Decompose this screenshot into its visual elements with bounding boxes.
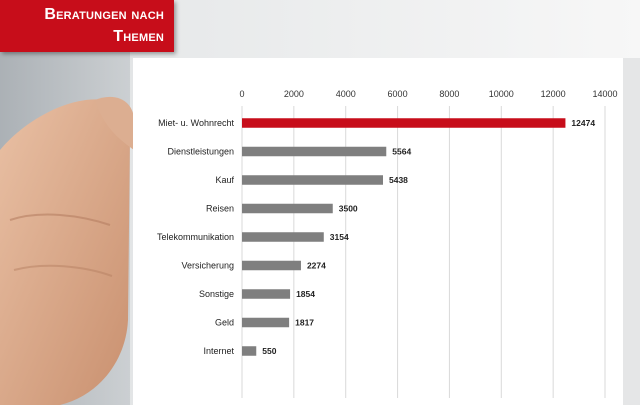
category-label: Miet- u. Wohnrecht [158,118,234,128]
x-tick-label: 14000 [592,89,617,99]
title-banner: Beratungen nach Themen [0,0,174,52]
value-label: 550 [262,346,276,356]
category-label: Dienstleistungen [167,147,234,157]
value-label: 5438 [389,175,408,185]
bar [242,232,324,242]
bars [242,118,566,356]
thumb-shape [95,96,134,150]
bar [242,175,383,185]
category-label: Kauf [215,175,234,185]
category-labels: Miet- u. Wohnrecht Dienstleistungen Kauf Re… [157,118,235,356]
bar [242,260,301,271]
x-tick-label: 6000 [388,89,408,99]
bar [242,118,566,128]
value-label: 1817 [295,318,314,328]
title-line-1: Beratungen nach [44,6,164,23]
value-labels: 12474 5564 5438 3500 3154 2274 1854 1817 550 [262,118,595,356]
x-tick-label: 2000 [284,89,304,99]
x-tick-label: 8000 [439,89,459,99]
category-label: Geld [215,318,234,328]
value-label: 2274 [307,261,326,271]
category-label: Telekommunikation [157,232,234,242]
bar [242,146,387,157]
category-label: Sonstige [199,289,234,299]
value-label: 12474 [571,118,595,128]
x-tick-label: 12000 [541,89,566,99]
hand-shape [0,99,131,405]
x-tick-label: 10000 [489,89,514,99]
category-label: Internet [203,346,234,356]
category-label: Versicherung [181,261,234,271]
value-label: 3154 [330,232,349,242]
bar [242,203,333,214]
title-line-2: Themen [113,28,164,45]
x-tick-label: 0 [239,89,244,99]
bar [242,317,290,328]
value-label: 1854 [296,289,315,299]
category-label: Reisen [206,204,234,214]
value-label: 5564 [392,147,411,157]
bar [242,346,257,356]
value-label: 3500 [339,204,358,214]
chart-panel: 0 2000 4000 6000 8000 10000 12000 14000 Miet- u… [133,58,623,405]
bar-chart: 0 2000 4000 6000 8000 10000 12000 14000 Miet- u… [157,89,618,398]
x-axis-ticks: 0 2000 4000 6000 8000 10000 12000 14000 [239,89,617,99]
x-tick-label: 4000 [336,89,356,99]
bar [242,289,291,299]
